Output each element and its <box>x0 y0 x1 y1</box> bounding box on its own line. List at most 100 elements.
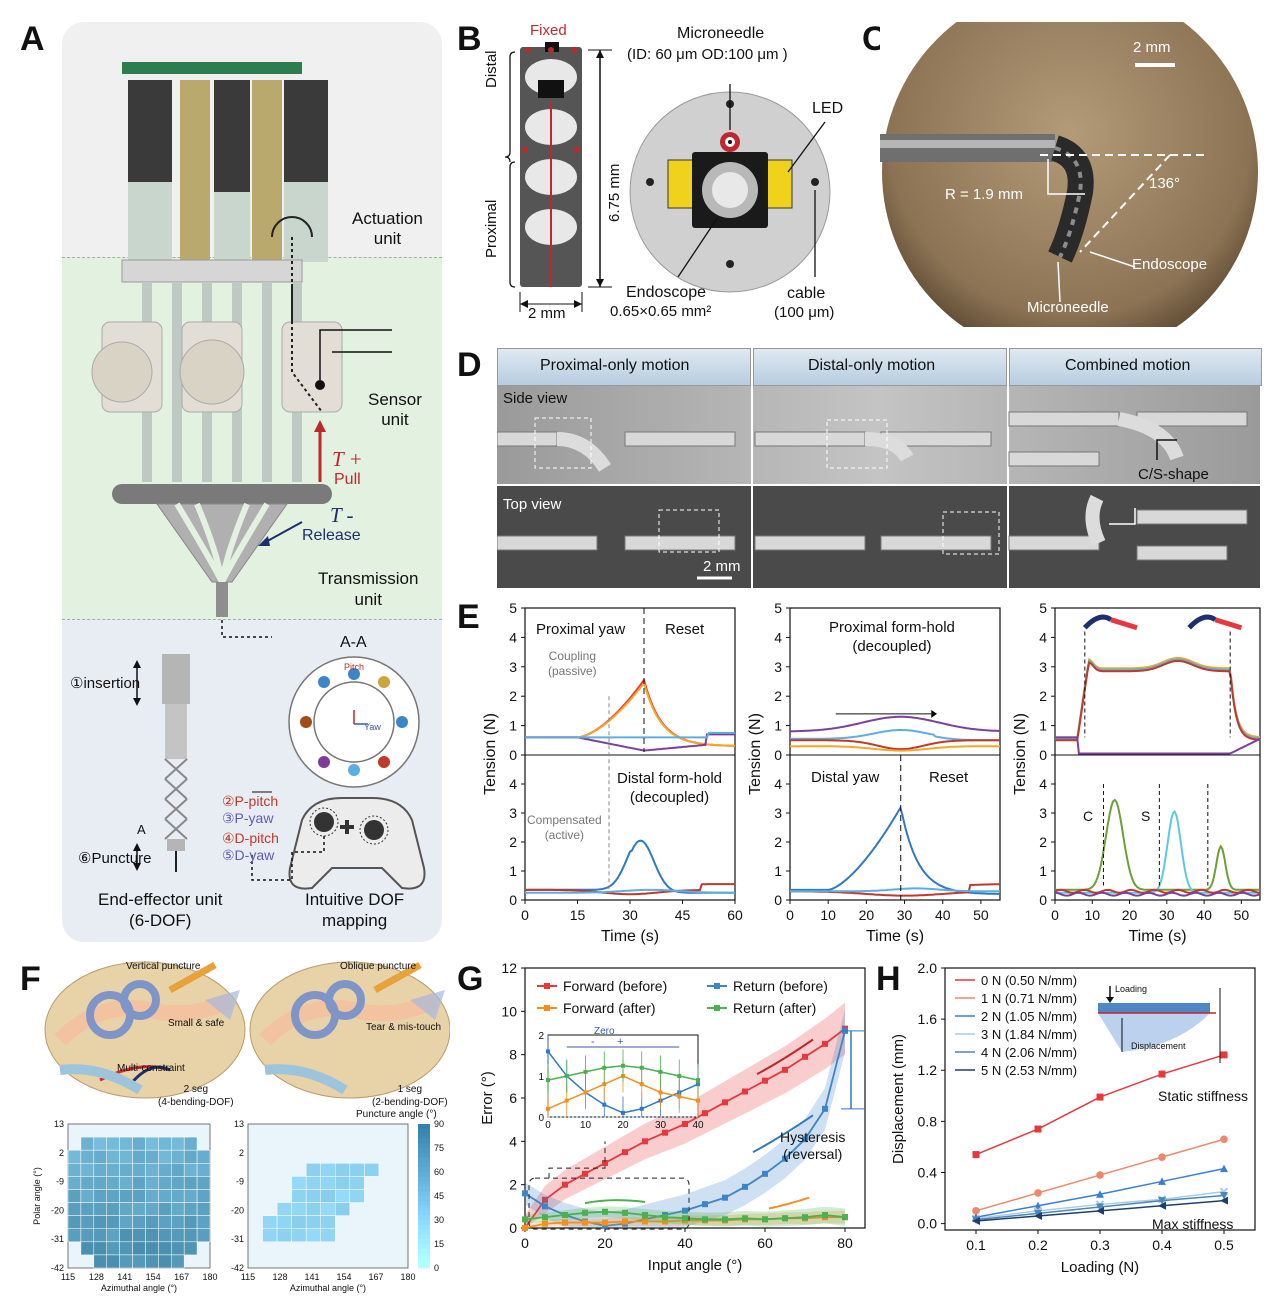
g-inset-ytick: 2 <box>538 1031 544 1042</box>
h-inset-displacement: Displacement <box>1131 1041 1186 1051</box>
panel-label-a: A <box>20 20 45 59</box>
heatmap-cell <box>145 1255 158 1268</box>
heatmap-cell <box>145 1150 158 1163</box>
h-point <box>1035 1126 1042 1133</box>
heatmap-cell <box>107 1255 120 1268</box>
h-xtick-label: 0.3 <box>1090 1237 1110 1253</box>
label-cable: cable <box>787 285 825 303</box>
label-sensor-unit: Sensor unit <box>368 390 422 430</box>
heatmap-ytick: -9 <box>56 1177 64 1187</box>
label-1seg: 1 seg (2-bending-DOF) <box>372 1083 448 1109</box>
heatmap-cell <box>197 1203 210 1216</box>
label-t-minus: T - <box>330 503 354 528</box>
colorbar-segment <box>418 1215 430 1220</box>
heatmap-cell <box>197 1176 210 1189</box>
heatmap-cell <box>171 1163 184 1176</box>
heatmap-cell <box>133 1137 146 1150</box>
panel-label-d: D <box>457 346 482 385</box>
h-xtick-label: 0.4 <box>1152 1237 1172 1253</box>
d-header-proximal: Proximal-only motion <box>540 357 689 375</box>
heatmap-cell <box>94 1137 107 1150</box>
g-legend-marker <box>714 983 720 989</box>
g-inset-point <box>546 1049 550 1053</box>
label-radius: R = 1.9 mm <box>945 186 1023 203</box>
g-inset-point <box>677 1074 681 1078</box>
e3-shape-arc <box>1085 617 1111 628</box>
g-xtick-label: 0 <box>521 1235 529 1251</box>
h-inset-loading: Loading <box>1115 984 1147 994</box>
colorbar-segment <box>418 1143 430 1148</box>
h-ytick-label: 1.2 <box>918 1062 938 1078</box>
e-ytick-label: 3 <box>509 659 517 675</box>
heatmap-cell <box>292 1203 307 1216</box>
heatmap-cell <box>81 1176 94 1189</box>
heatmap-cell <box>145 1189 158 1202</box>
g-point <box>762 1171 768 1177</box>
e-ytick-label: 2 <box>509 688 517 704</box>
g-point <box>582 1220 588 1226</box>
heatmap-cell <box>171 1242 184 1255</box>
e-ytick-label: 0 <box>774 892 782 908</box>
e2-series-blue <box>790 808 1000 894</box>
heatmap-cell <box>197 1163 210 1176</box>
heatmap-ytick: -31 <box>231 1234 244 1244</box>
heatmap-cell <box>321 1203 336 1216</box>
heatmap-cell <box>184 1163 197 1176</box>
g-point <box>722 1195 728 1201</box>
heatmap-cell <box>158 1163 171 1176</box>
heatmap-cell <box>81 1163 94 1176</box>
heatmap-cell <box>133 1216 146 1229</box>
heatmap-cell <box>120 1229 133 1242</box>
heatmap-cell <box>107 1150 120 1163</box>
g-point <box>802 1054 808 1060</box>
label-d-pitch: ④D-pitch <box>222 830 279 847</box>
e-xtick-label: 10 <box>1084 907 1100 923</box>
colorbar-segment <box>418 1254 430 1259</box>
heatmap-cell <box>68 1229 81 1242</box>
heatmap-ytick: -9 <box>236 1177 244 1187</box>
panel-b-diagram <box>470 22 860 327</box>
heatmap-ytick: -42 <box>51 1263 64 1273</box>
e-xtick-label: 0 <box>1051 907 1059 923</box>
colorbar-tick: 30 <box>434 1215 444 1225</box>
label-p-yaw: ③P-yaw <box>222 810 273 827</box>
heatmap-cell <box>68 1176 81 1189</box>
heatmap-cell <box>94 1176 107 1189</box>
h-legend-label: 4 N (2.06 N/mm) <box>981 1045 1077 1060</box>
heatmap-cell <box>171 1216 184 1229</box>
colorbar-segment <box>418 1129 430 1134</box>
g-inset-point <box>659 1090 663 1094</box>
heatmap-cell <box>364 1163 379 1176</box>
e-xtick-label: 60 <box>727 907 743 923</box>
e-xtick-label: 10 <box>820 907 836 923</box>
heatmap-ytick: -31 <box>51 1234 64 1244</box>
label-cs-shape: C/S-shape <box>1138 466 1209 483</box>
heatmap-cell <box>145 1242 158 1255</box>
g-inset-plus: + <box>617 1036 623 1048</box>
heatmap-xtick: 154 <box>336 1272 351 1282</box>
heatmap-ytick: 13 <box>234 1119 244 1129</box>
heatmap-xtick: 128 <box>89 1272 104 1282</box>
heatmap-cell <box>94 1189 107 1202</box>
heatmap-cell <box>306 1189 321 1202</box>
h-ytick-label: 0.0 <box>918 1216 938 1232</box>
heatmap-cell <box>171 1137 184 1150</box>
colorbar-segment <box>418 1167 430 1172</box>
heatmap-cell <box>107 1176 120 1189</box>
label-aa: A-A <box>340 634 367 652</box>
heatmap-cell <box>184 1216 197 1229</box>
g-ytick-label: 4 <box>509 1133 517 1149</box>
label-dof-mapping: Intuitive DOF mapping <box>305 889 404 931</box>
g-arrow-forward-after <box>769 1198 809 1209</box>
colorbar-segment <box>418 1244 430 1249</box>
colorbar-tick: 60 <box>434 1167 444 1177</box>
heatmap-cell <box>306 1163 321 1176</box>
e-xtick-label: 40 <box>935 907 951 923</box>
g-point <box>702 1201 708 1207</box>
e-xtick-label: 20 <box>1122 907 1138 923</box>
g-xtick-label: 20 <box>597 1235 613 1251</box>
g-inset-point <box>640 1066 644 1070</box>
e-xtick-label: 30 <box>622 907 638 923</box>
colorbar-tick: 75 <box>434 1143 444 1153</box>
heatmap-cell <box>184 1176 197 1189</box>
